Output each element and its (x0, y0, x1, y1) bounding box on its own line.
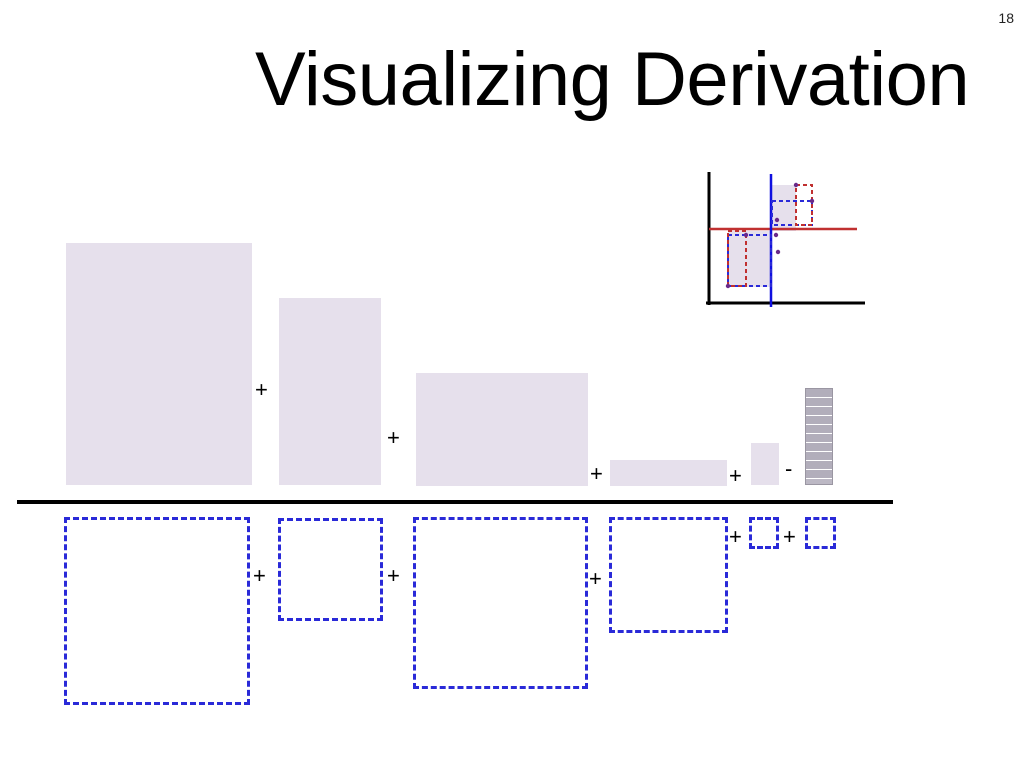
dashed-box-1 (64, 517, 250, 705)
inset-point (743, 232, 749, 238)
plus-operator: + (729, 463, 742, 488)
dashed-box-2 (278, 518, 383, 621)
filled-box-5 (751, 443, 779, 485)
inset-plot (706, 172, 865, 307)
plus-operator: + (387, 425, 400, 450)
inset-dashed-red-lower (727, 230, 747, 287)
inset-point (809, 198, 815, 204)
plus-operator: + (253, 563, 266, 588)
dashed-box-6 (805, 517, 836, 549)
striped-stack (805, 388, 833, 485)
inset-filled-region-lower (728, 231, 771, 287)
inset-point (774, 217, 780, 223)
inset-dashed-blue-lower (727, 234, 772, 287)
dashed-box-3 (413, 517, 588, 689)
dashed-box-5 (749, 517, 779, 549)
filled-box-1 (66, 243, 252, 485)
inset-point (775, 249, 781, 255)
fraction-divider (17, 500, 893, 504)
plus-operator: + (589, 566, 602, 591)
plus-operator: + (255, 377, 268, 402)
plus-operator: + (783, 524, 796, 549)
slide-title: Visualizing Derivation (255, 37, 970, 122)
plus-operator: + (387, 563, 400, 588)
filled-box-2 (279, 298, 381, 485)
slide-number: 18 (998, 10, 1014, 26)
inset-point (725, 283, 731, 289)
plus-operator: + (590, 461, 603, 486)
inset-filled-region-upper (772, 185, 796, 231)
inset-point (773, 232, 779, 238)
minus-operator: - (785, 456, 793, 481)
filled-box-3 (416, 373, 588, 486)
inset-point (793, 182, 799, 188)
inset-dashed-red-upper (795, 184, 813, 226)
dashed-box-4 (609, 517, 728, 633)
plus-operator: + (729, 524, 742, 549)
filled-box-4 (610, 460, 727, 486)
